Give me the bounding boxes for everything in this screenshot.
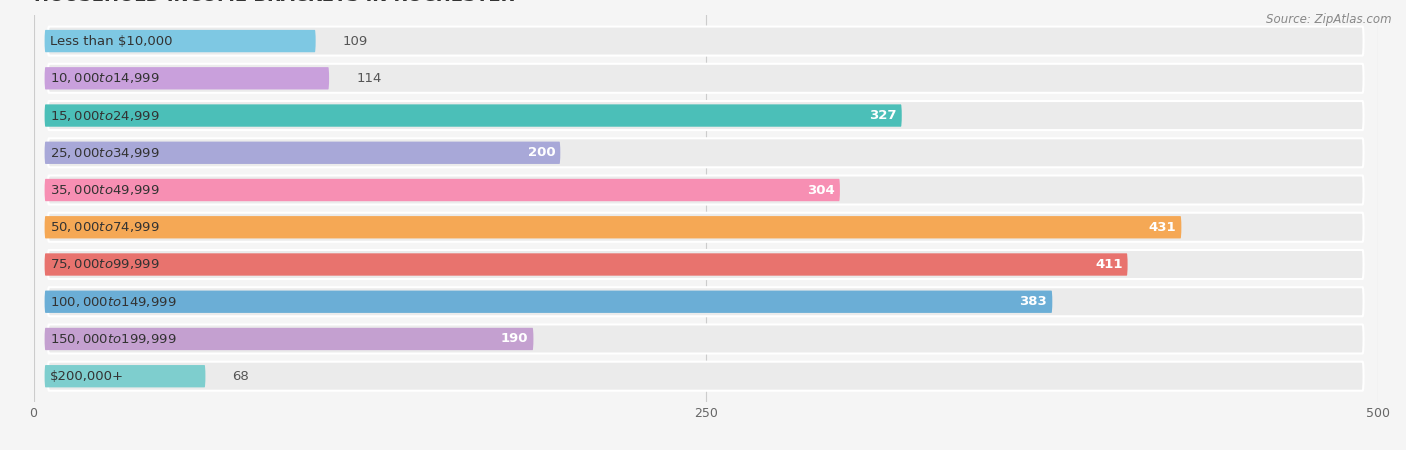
FancyBboxPatch shape xyxy=(48,250,1364,279)
Text: 304: 304 xyxy=(807,184,835,197)
Text: $35,000 to $49,999: $35,000 to $49,999 xyxy=(49,183,159,197)
FancyBboxPatch shape xyxy=(48,213,1364,242)
FancyBboxPatch shape xyxy=(48,27,1364,56)
Text: 327: 327 xyxy=(869,109,897,122)
Text: HOUSEHOLD INCOME BRACKETS IN ROCHESTER: HOUSEHOLD INCOME BRACKETS IN ROCHESTER xyxy=(34,0,515,5)
Text: 383: 383 xyxy=(1019,295,1047,308)
FancyBboxPatch shape xyxy=(45,179,839,201)
Text: 431: 431 xyxy=(1149,221,1177,234)
FancyBboxPatch shape xyxy=(45,30,316,52)
FancyBboxPatch shape xyxy=(48,362,1364,391)
Text: Source: ZipAtlas.com: Source: ZipAtlas.com xyxy=(1267,14,1392,27)
FancyBboxPatch shape xyxy=(45,67,329,90)
FancyBboxPatch shape xyxy=(48,287,1364,316)
FancyBboxPatch shape xyxy=(48,324,1364,354)
Text: $10,000 to $14,999: $10,000 to $14,999 xyxy=(49,71,159,86)
FancyBboxPatch shape xyxy=(45,104,901,127)
Text: $75,000 to $99,999: $75,000 to $99,999 xyxy=(49,257,159,271)
FancyBboxPatch shape xyxy=(45,253,1128,276)
Text: 109: 109 xyxy=(343,35,368,48)
Text: $15,000 to $24,999: $15,000 to $24,999 xyxy=(49,108,159,122)
Text: $50,000 to $74,999: $50,000 to $74,999 xyxy=(49,220,159,234)
Text: $100,000 to $149,999: $100,000 to $149,999 xyxy=(49,295,176,309)
Text: 68: 68 xyxy=(232,370,249,382)
Text: 200: 200 xyxy=(527,146,555,159)
Text: 411: 411 xyxy=(1095,258,1122,271)
Text: 190: 190 xyxy=(501,333,529,346)
FancyBboxPatch shape xyxy=(48,138,1364,167)
Text: $150,000 to $199,999: $150,000 to $199,999 xyxy=(49,332,176,346)
FancyBboxPatch shape xyxy=(45,328,533,350)
Text: 114: 114 xyxy=(356,72,381,85)
FancyBboxPatch shape xyxy=(45,142,561,164)
FancyBboxPatch shape xyxy=(45,291,1052,313)
FancyBboxPatch shape xyxy=(45,365,205,387)
FancyBboxPatch shape xyxy=(45,216,1181,239)
Text: $200,000+: $200,000+ xyxy=(49,370,124,382)
FancyBboxPatch shape xyxy=(48,176,1364,205)
Text: Less than $10,000: Less than $10,000 xyxy=(49,35,172,48)
Text: $25,000 to $34,999: $25,000 to $34,999 xyxy=(49,146,159,160)
FancyBboxPatch shape xyxy=(48,64,1364,93)
FancyBboxPatch shape xyxy=(48,101,1364,130)
